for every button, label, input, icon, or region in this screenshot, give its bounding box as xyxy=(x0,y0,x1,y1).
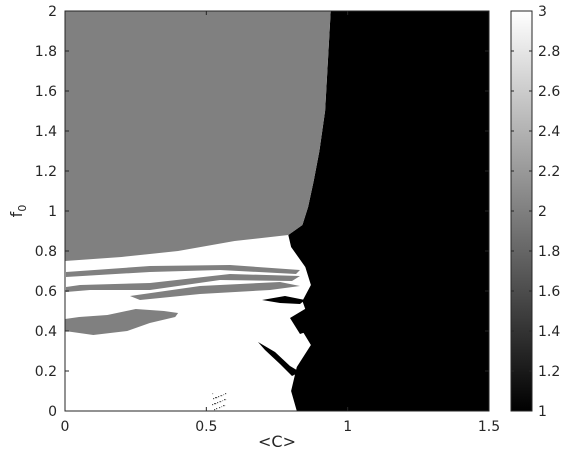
speckle xyxy=(219,401,221,403)
plot-area: 0 0.5 1 1.5 0 0.2 0.4 0.6 0.8 1 1.2 1.4 1.6 1.8 2 xyxy=(35,4,500,435)
colorbar-tick-label: 2.6 xyxy=(538,84,560,100)
region-value-2-2 xyxy=(65,309,179,335)
colorbar-tick-label: 1 xyxy=(538,404,547,420)
gray-band-1 xyxy=(66,265,300,277)
y-axis-label-main: f xyxy=(7,211,26,217)
speckle xyxy=(216,397,218,399)
black-lobe-1 xyxy=(262,296,305,304)
speckle xyxy=(215,403,217,405)
speckle xyxy=(220,395,222,397)
x-tick-label: 1 xyxy=(343,419,352,435)
y-tick-label: 2 xyxy=(48,4,57,20)
gray-band-2 xyxy=(66,274,300,292)
y-tick-label: 1 xyxy=(48,204,57,220)
black-lobe-2 xyxy=(258,342,300,376)
speckle xyxy=(216,408,218,410)
speckle xyxy=(224,399,226,401)
heatmap-regions xyxy=(65,11,489,411)
speckle xyxy=(224,405,226,407)
y-tick-label: 0.8 xyxy=(35,244,57,260)
speckle xyxy=(213,398,215,400)
speckle xyxy=(223,405,225,407)
colorbar: 1 1.2 1.4 1.6 1.8 2 2.2 2.4 2.6 2.8 3 xyxy=(510,4,560,420)
colorbar-tick-label: 1.2 xyxy=(538,364,560,380)
speckle xyxy=(217,402,219,404)
y-tick-label: 1.2 xyxy=(35,164,57,180)
colorbar-tick-label: 1.8 xyxy=(538,244,560,260)
colorbar-gradient xyxy=(510,10,533,412)
y-tick-label: 0.6 xyxy=(35,284,57,300)
colorbar-tick-label: 2 xyxy=(538,204,547,220)
x-tick-label: 0 xyxy=(61,419,70,435)
speckle xyxy=(222,400,224,402)
x-axis-label: <C> xyxy=(258,432,296,451)
y-tick-label: 1.4 xyxy=(35,124,57,140)
speckle xyxy=(214,409,216,411)
y-axis-label: f0 xyxy=(7,205,29,218)
speckle xyxy=(225,393,227,395)
region-value-2-1 xyxy=(65,11,331,261)
speckle xyxy=(223,394,225,396)
y-axis-label-subscript: 0 xyxy=(16,205,29,212)
speckle xyxy=(219,407,221,409)
speckle xyxy=(225,399,227,401)
speckle xyxy=(212,404,214,406)
colorbar-tick-label: 1.6 xyxy=(538,284,560,300)
y-axis: 0 0.2 0.4 0.6 0.8 1 1.2 1.4 1.6 1.8 2 xyxy=(35,4,489,420)
colorbar-tick-label: 2.4 xyxy=(538,124,560,140)
region-value-1-0 xyxy=(288,11,489,411)
y-tick-label: 1.6 xyxy=(35,84,57,100)
speckle xyxy=(218,396,220,398)
x-axis: 0 0.5 1 1.5 xyxy=(61,11,500,435)
y-tick-label: 0 xyxy=(48,404,57,420)
speckle xyxy=(212,393,214,395)
colorbar-tick-label: 3 xyxy=(538,4,547,20)
colorbar-tick-label: 2.8 xyxy=(538,44,560,60)
colorbar-ticks: 1 1.2 1.4 1.6 1.8 2 2.2 2.4 2.6 2.8 3 xyxy=(511,4,560,420)
y-tick-label: 1.8 xyxy=(35,44,57,60)
heatmap-features xyxy=(66,265,318,411)
colorbar-tick-label: 2.2 xyxy=(538,164,560,180)
gray-band-3 xyxy=(130,282,300,300)
x-tick-label: 1.5 xyxy=(478,419,500,435)
speckle xyxy=(221,406,223,408)
speckle xyxy=(215,397,217,399)
y-tick-label: 0.2 xyxy=(35,364,57,380)
speckle xyxy=(221,395,223,397)
y-tick-label: 0.4 xyxy=(35,324,57,340)
colorbar-tick-label: 1.4 xyxy=(538,324,560,340)
speckle xyxy=(214,403,216,405)
black-lobe-3 xyxy=(290,306,318,334)
x-tick-label: 0.5 xyxy=(195,419,217,435)
speckle xyxy=(220,401,222,403)
